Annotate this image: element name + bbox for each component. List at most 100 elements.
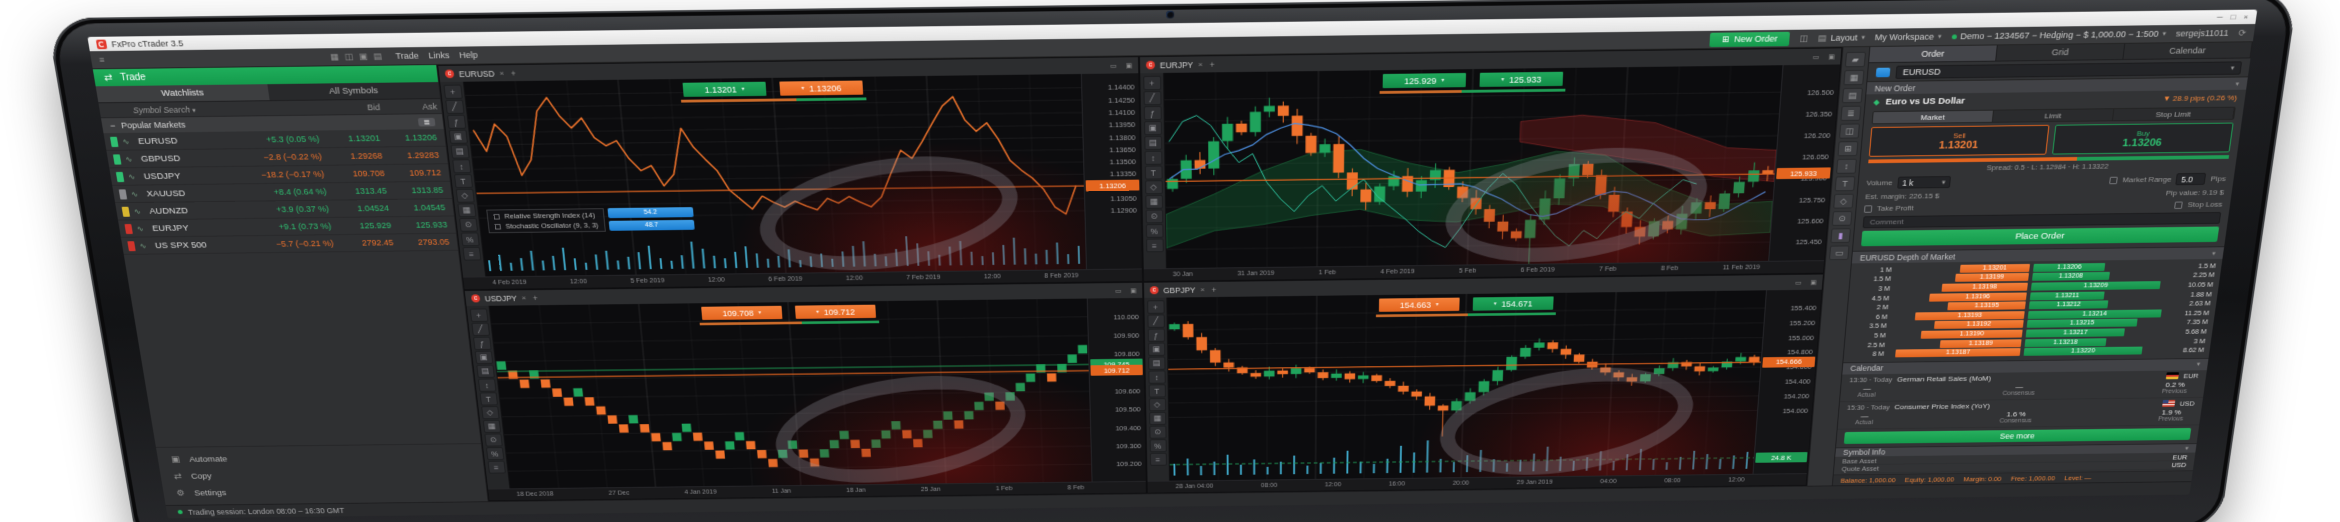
grid-icon[interactable]: ▦ — [456, 203, 476, 218]
collapse-icon[interactable]: − — [109, 120, 117, 131]
chart-minimize-icon[interactable]: ▭ — [1115, 287, 1122, 295]
trendline-icon[interactable]: ╱ — [470, 322, 490, 337]
comment-input[interactable]: Comment — [1862, 211, 2222, 229]
minimize-panel-icon[interactable]: ▭ — [1828, 245, 1850, 261]
calendar-collapse-icon[interactable]: ▾ — [2196, 361, 2201, 369]
symbol-ask[interactable]: 2793.05 — [417, 237, 450, 247]
symbol-ask[interactable]: 125.933 — [415, 220, 448, 230]
chart-maximize-icon[interactable]: ▣ — [1827, 53, 1836, 61]
dom-ask-price[interactable]: 1.13206 — [2032, 262, 2106, 272]
notes-icon[interactable]: T — [1834, 176, 1856, 192]
section-collapse-icon[interactable]: ▾ — [2235, 80, 2240, 88]
tab-all-symbols[interactable]: All Symbols — [328, 85, 379, 97]
maximize-icon[interactable]: □ — [2230, 12, 2237, 21]
volume-stepper[interactable]: 1 k ▾ — [1896, 176, 1951, 189]
dom-bid-price[interactable]: 1.13199 — [1954, 273, 2029, 283]
symbol-ask[interactable]: 1313.85 — [410, 185, 444, 196]
group-menu-icon[interactable]: ≣ — [418, 117, 436, 126]
chart-minimize-icon[interactable]: ▭ — [1812, 53, 1820, 61]
split-view-icon[interactable]: ◫ — [1838, 123, 1860, 139]
symbol-bid[interactable]: 109.708 — [352, 168, 386, 179]
chart-type-icon[interactable]: ▣ — [1147, 342, 1165, 356]
chart-tab-label[interactable]: USDJPY — [484, 293, 518, 303]
chart-type-icon[interactable]: ▣ — [1143, 120, 1162, 136]
calendar-event[interactable]: 13:30 · Today German Retail Sales (MoM) EU… — [1839, 370, 2207, 403]
trendline-icon[interactable]: ╱ — [444, 99, 465, 114]
price-axis[interactable]: 1.14400 1.14250 1.14100 1.13950 1.13800 1.136… — [1080, 73, 1142, 270]
zoom-icon[interactable]: ↕ — [477, 378, 496, 392]
shapes-icon[interactable]: ◇ — [1144, 180, 1163, 195]
market-range-checkbox[interactable] — [2109, 176, 2119, 184]
range-stepper[interactable]: 5.0 — [2175, 172, 2207, 186]
buy-button[interactable]: Buy 1.13206 — [2052, 122, 2234, 155]
indicator-icon[interactable]: ƒ — [472, 336, 492, 351]
chart-maximize-icon[interactable]: ▣ — [1809, 279, 1817, 286]
chart-sell-button[interactable]: 125.929 ▾ — [1382, 72, 1467, 89]
quick-trade-chip[interactable]: 48.7 — [608, 219, 695, 231]
dom-ask-price[interactable]: 1.13209 — [2030, 281, 2161, 291]
crosshair-icon[interactable]: + — [1146, 300, 1165, 314]
percent-scale-icon[interactable]: % — [1145, 224, 1164, 238]
panel-tab-order[interactable]: Order — [1869, 45, 1998, 63]
chart-buy-button[interactable]: ▾ 125.933 — [1479, 71, 1564, 87]
symbol-bid[interactable]: 1.13201 — [347, 133, 381, 144]
zoom-icon[interactable]: ↕ — [451, 159, 471, 174]
trendline-icon[interactable]: ╱ — [1146, 314, 1165, 328]
refresh-icon[interactable]: ⟳ — [2237, 27, 2247, 38]
indicator-checkbox[interactable] — [494, 223, 502, 230]
add-chart-tab-icon[interactable]: + — [1211, 284, 1217, 294]
dom-collapse-icon[interactable]: ▾ — [2211, 250, 2216, 257]
window-layout-icon[interactable]: ▣ — [358, 51, 368, 61]
symbol-ask[interactable]: 109.712 — [408, 167, 442, 178]
add-chart-tab-icon[interactable]: + — [1209, 59, 1215, 70]
grid-icon[interactable]: ▦ — [482, 419, 501, 433]
dom-ask-price[interactable]: 1.13208 — [2031, 272, 2110, 282]
menu-trade[interactable]: Trade — [395, 50, 420, 61]
chart-sell-button[interactable]: 1.13201 ▾ — [682, 81, 767, 97]
sentiment-panel-icon[interactable]: ▰ — [1844, 51, 1866, 68]
dom-bid-price[interactable]: 1.13192 — [1933, 320, 2024, 330]
chart-menu-icon[interactable]: ≡ — [461, 246, 481, 261]
chart-tab-close-icon[interactable]: × — [521, 293, 527, 302]
chart-sell-button[interactable]: 154.663 ▾ — [1378, 297, 1460, 312]
timeframe-icon[interactable]: ▤ — [475, 364, 495, 378]
chart-tab-label[interactable]: GBPJPY — [1163, 285, 1196, 295]
chart-buy-button[interactable]: ▾ 109.712 — [794, 304, 877, 319]
dot-tool-icon[interactable]: ⊙ — [1145, 209, 1163, 224]
text-tool-icon[interactable]: T — [453, 174, 473, 189]
text-tool-icon[interactable]: T — [1148, 384, 1166, 398]
symbol-bid[interactable]: 1.04524 — [356, 203, 390, 214]
divider-icon[interactable]: ▮ — [1830, 228, 1851, 244]
chart-buy-button[interactable]: ▾ 1.13206 — [779, 80, 864, 96]
quick-trade-chip[interactable]: 54.2 — [607, 207, 694, 219]
positions-panel-icon[interactable]: ≣ — [1840, 105, 1862, 121]
calendar-event[interactable]: 15:30 · Today Consumer Price Index (YoY) U… — [1837, 397, 2204, 430]
dom-bid-price[interactable]: 1.13196 — [1928, 292, 2027, 302]
indicator-icon[interactable]: ƒ — [1143, 105, 1162, 121]
close-icon[interactable]: × — [2243, 12, 2249, 21]
add-chart-tab-icon[interactable]: + — [532, 293, 539, 303]
chart-sell-button[interactable]: 109.708 ▾ — [701, 305, 783, 321]
minimize-icon[interactable]: ─ — [2216, 12, 2224, 22]
chart-plot[interactable]: 109.708 ▾ ▾ 109.712 — [489, 298, 1092, 489]
symbol-bid[interactable]: 125.929 — [359, 220, 392, 231]
grid-icon[interactable]: ▦ — [1148, 411, 1166, 425]
text-tool-icon[interactable]: T — [479, 392, 498, 406]
shapes-icon[interactable]: ◇ — [455, 188, 475, 203]
watchlist-panel-icon[interactable]: ▤ — [1841, 87, 1863, 104]
timeframe-icon[interactable]: ▤ — [1147, 356, 1165, 370]
trendline-icon[interactable]: ╱ — [1143, 90, 1162, 106]
indicator-row[interactable]: Relative Strength Index (14) — [493, 211, 597, 220]
dom-ask-price[interactable]: 1.13217 — [2025, 328, 2126, 338]
alerts-icon[interactable]: ◇ — [1833, 193, 1854, 209]
chart-tab-close-icon[interactable]: × — [1198, 60, 1203, 69]
chart-plot[interactable]: 125.929 ▾ ▾ 125.933 — [1164, 65, 1783, 269]
timeframe-icon[interactable]: ▤ — [449, 144, 470, 159]
dom-ask-price[interactable]: 1.13214 — [2027, 309, 2162, 319]
stop-loss-checkbox[interactable] — [2174, 201, 2184, 209]
windows-icon[interactable]: ◫ — [1799, 32, 1809, 43]
dom-ask-price[interactable]: 1.13212 — [2028, 300, 2109, 310]
symbol-bid[interactable]: 2792.45 — [361, 238, 394, 248]
chart-tab-label[interactable]: EURJPY — [1159, 59, 1194, 70]
window-layout-icon[interactable]: ◫ — [343, 51, 354, 61]
